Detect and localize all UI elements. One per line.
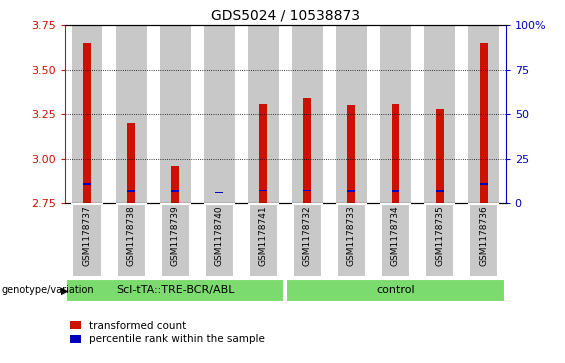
FancyBboxPatch shape xyxy=(116,204,146,277)
Text: GSM1178733: GSM1178733 xyxy=(347,205,356,266)
FancyBboxPatch shape xyxy=(286,279,505,302)
Text: GSM1178739: GSM1178739 xyxy=(171,205,180,266)
Bar xyxy=(336,25,367,203)
FancyBboxPatch shape xyxy=(469,204,498,277)
Bar xyxy=(436,191,444,192)
FancyBboxPatch shape xyxy=(381,204,410,277)
FancyBboxPatch shape xyxy=(249,204,278,277)
FancyBboxPatch shape xyxy=(160,204,190,277)
Text: GSM1178740: GSM1178740 xyxy=(215,205,224,266)
Legend: transformed count, percentile rank within the sample: transformed count, percentile rank withi… xyxy=(70,321,265,344)
Bar xyxy=(380,25,411,203)
FancyBboxPatch shape xyxy=(72,204,102,277)
Bar xyxy=(116,25,146,203)
Bar xyxy=(215,192,223,193)
FancyBboxPatch shape xyxy=(66,279,284,302)
Bar xyxy=(468,25,499,203)
Bar xyxy=(171,191,179,192)
FancyBboxPatch shape xyxy=(293,204,322,277)
Text: GSM1178732: GSM1178732 xyxy=(303,205,312,266)
FancyBboxPatch shape xyxy=(425,204,454,277)
Text: ▶: ▶ xyxy=(61,285,68,295)
Text: GSM1178738: GSM1178738 xyxy=(127,205,136,266)
Text: GSM1178741: GSM1178741 xyxy=(259,205,268,266)
Bar xyxy=(259,104,267,203)
Bar xyxy=(171,166,179,203)
Bar xyxy=(347,191,355,192)
Text: genotype/variation: genotype/variation xyxy=(2,285,94,295)
Bar xyxy=(292,25,323,203)
Bar xyxy=(347,105,355,203)
Bar xyxy=(303,98,311,203)
Bar xyxy=(303,189,311,191)
Bar xyxy=(204,25,234,203)
Text: control: control xyxy=(376,285,415,295)
Bar xyxy=(392,191,399,192)
Bar xyxy=(127,123,135,203)
Title: GDS5024 / 10538873: GDS5024 / 10538873 xyxy=(211,9,360,23)
Bar xyxy=(436,109,444,203)
Text: GSM1178734: GSM1178734 xyxy=(391,205,400,266)
Bar xyxy=(392,104,399,203)
Text: GSM1178735: GSM1178735 xyxy=(435,205,444,266)
Bar xyxy=(248,25,279,203)
Bar xyxy=(72,25,102,203)
Bar xyxy=(83,183,91,185)
Bar xyxy=(424,25,455,203)
Bar xyxy=(160,25,190,203)
Bar xyxy=(83,43,91,203)
FancyBboxPatch shape xyxy=(337,204,366,277)
Text: GSM1178737: GSM1178737 xyxy=(82,205,92,266)
Bar xyxy=(127,190,135,192)
Text: GSM1178736: GSM1178736 xyxy=(479,205,488,266)
Bar xyxy=(480,183,488,185)
Text: Scl-tTA::TRE-BCR/ABL: Scl-tTA::TRE-BCR/ABL xyxy=(116,285,234,295)
Bar xyxy=(259,189,267,191)
FancyBboxPatch shape xyxy=(205,204,234,277)
Bar xyxy=(480,43,488,203)
